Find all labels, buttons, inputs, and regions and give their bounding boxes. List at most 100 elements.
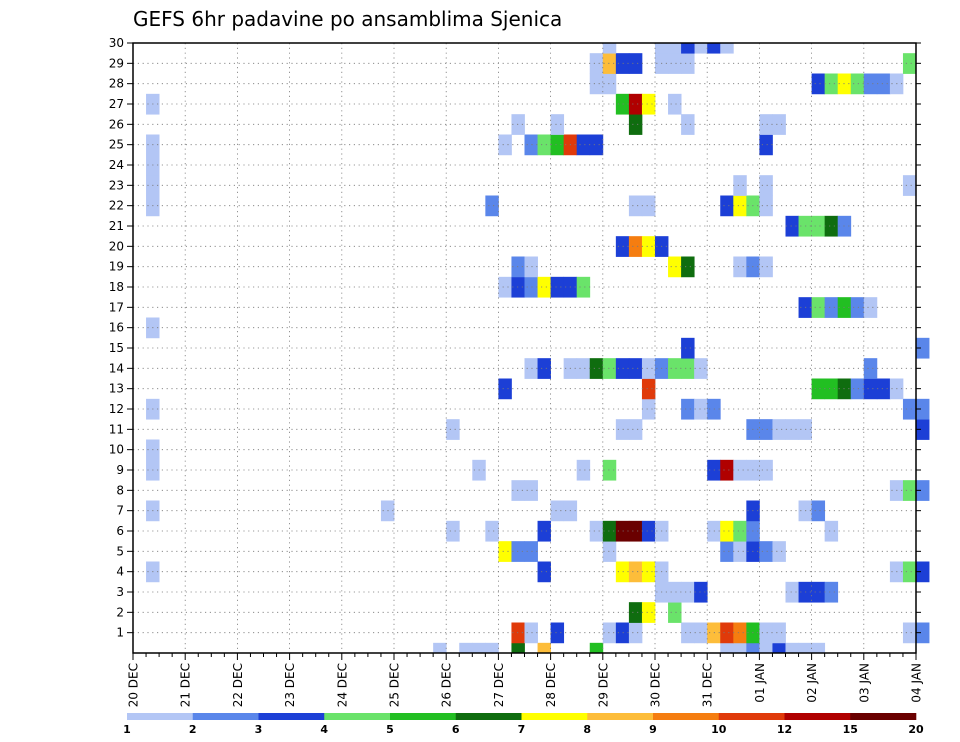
heatmap-cell	[772, 622, 786, 644]
x-tick-label: 24 DEC	[335, 663, 349, 707]
heatmap-cell	[824, 215, 839, 237]
heatmap-cell	[668, 358, 682, 379]
colorbar-label: 3	[255, 723, 263, 736]
y-tick-label: 26	[109, 117, 124, 131]
x-tick-label: 26 DEC	[440, 663, 454, 707]
heatmap-cell	[681, 256, 695, 278]
heatmap-cell	[694, 398, 708, 420]
heatmap-cell	[576, 459, 591, 481]
heatmap-cell	[916, 561, 930, 583]
heatmap-cell	[537, 642, 551, 654]
colorbar-label: 1	[123, 723, 131, 736]
heatmap-cell	[746, 642, 760, 654]
colorbar-label: 12	[777, 723, 792, 736]
heatmap-cell	[720, 520, 734, 542]
heatmap-cell	[668, 256, 682, 278]
x-tick-label: 23 DEC	[283, 663, 297, 707]
heatmap-cell	[850, 297, 865, 318]
heatmap-cell	[876, 73, 891, 95]
y-tick-label: 6	[116, 524, 124, 538]
heatmap-cell	[602, 520, 617, 542]
heatmap-cell	[824, 378, 839, 400]
x-tick-label: 03 JAN	[857, 663, 871, 703]
heatmap-cell	[628, 602, 643, 623]
heatmap-cell	[681, 43, 695, 54]
heatmap-cell	[628, 53, 643, 74]
y-tick-label: 21	[109, 219, 124, 233]
heatmap-cell	[707, 43, 721, 54]
heatmap-cells	[146, 43, 930, 654]
heatmap-cell	[446, 419, 460, 440]
y-tick-label: 1	[116, 626, 124, 640]
y-tick-label: 30	[109, 36, 124, 50]
heatmap-cell	[759, 541, 773, 562]
y-tick-label: 10	[109, 443, 124, 457]
heatmap-cell	[902, 480, 917, 501]
heatmap-cell	[733, 195, 747, 217]
x-tick-label: 20 DEC	[127, 663, 141, 707]
heatmap-cell	[785, 419, 799, 440]
heatmap-cell	[785, 215, 799, 237]
heatmap-cell	[863, 73, 878, 95]
heatmap-cell	[916, 419, 930, 440]
heatmap-cell	[602, 358, 617, 379]
grid-lines	[133, 42, 916, 653]
heatmap-cell	[641, 195, 656, 217]
heatmap-cell	[472, 642, 486, 654]
x-tick-label: 21 DEC	[179, 663, 193, 707]
heatmap-cell	[498, 134, 512, 156]
heatmap-cell	[916, 622, 930, 644]
heatmap-cell	[641, 561, 656, 583]
heatmap-cell	[550, 500, 565, 522]
heatmap-cell	[916, 480, 930, 501]
heatmap-cell	[628, 93, 643, 115]
heatmap-cell	[785, 581, 799, 603]
heatmap-cell	[524, 541, 538, 562]
heatmap-cell	[681, 358, 695, 379]
heatmap-cell	[459, 642, 473, 654]
colorbar-label: 6	[452, 723, 460, 736]
heatmap-cell	[602, 459, 617, 481]
heatmap-cell	[537, 134, 551, 156]
heatmap-cell	[824, 581, 839, 603]
heatmap-cell	[694, 43, 708, 54]
heatmap-cell	[615, 561, 630, 583]
heatmap-cell	[628, 520, 643, 542]
heatmap-cell	[876, 378, 891, 400]
x-tick-label: 29 DEC	[596, 663, 610, 707]
heatmap-cell	[863, 378, 878, 400]
heatmap-cell	[681, 53, 695, 74]
y-tick-label: 20	[109, 239, 124, 253]
y-tick-label: 28	[109, 77, 124, 91]
y-tick-label: 7	[116, 504, 124, 518]
heatmap-cell	[602, 53, 617, 74]
heatmap-cell	[759, 419, 773, 440]
heatmap-cell	[550, 114, 565, 135]
x-tick-label: 31 DEC	[701, 663, 715, 707]
heatmap-cell	[759, 175, 773, 196]
heatmap-cell	[733, 459, 747, 481]
heatmap-cell	[772, 114, 786, 135]
heatmap-cell	[850, 378, 865, 400]
y-tick-label: 5	[116, 544, 124, 558]
heatmap-cell	[589, 358, 604, 379]
heatmap-cell	[589, 642, 604, 654]
heatmap-cell	[615, 419, 630, 440]
heatmap-cell	[628, 358, 643, 379]
colorbar-segment	[850, 713, 917, 720]
heatmap-cell	[694, 358, 708, 379]
x-tick-label: 30 DEC	[649, 663, 663, 707]
heatmap-cell	[576, 358, 591, 379]
heatmap-cell	[511, 642, 525, 654]
y-axis-ticks: 1234567891011121314151617181920212223242…	[109, 36, 921, 640]
x-axis-ticks: 20 DEC 21 DEC 22 DEC 23 DEC 24 DEC 25 DEC 26 D…	[127, 653, 924, 707]
heatmap-cell	[759, 459, 773, 481]
heatmap-cell	[681, 622, 695, 644]
heatmap-cell	[628, 419, 643, 440]
colorbar-segment	[784, 713, 851, 720]
heatmap-cell	[720, 541, 734, 562]
colorbar-label: 10	[711, 723, 727, 736]
x-tick-label: 28 DEC	[544, 663, 558, 707]
heatmap-cell	[772, 642, 786, 654]
heatmap-cell	[694, 622, 708, 644]
